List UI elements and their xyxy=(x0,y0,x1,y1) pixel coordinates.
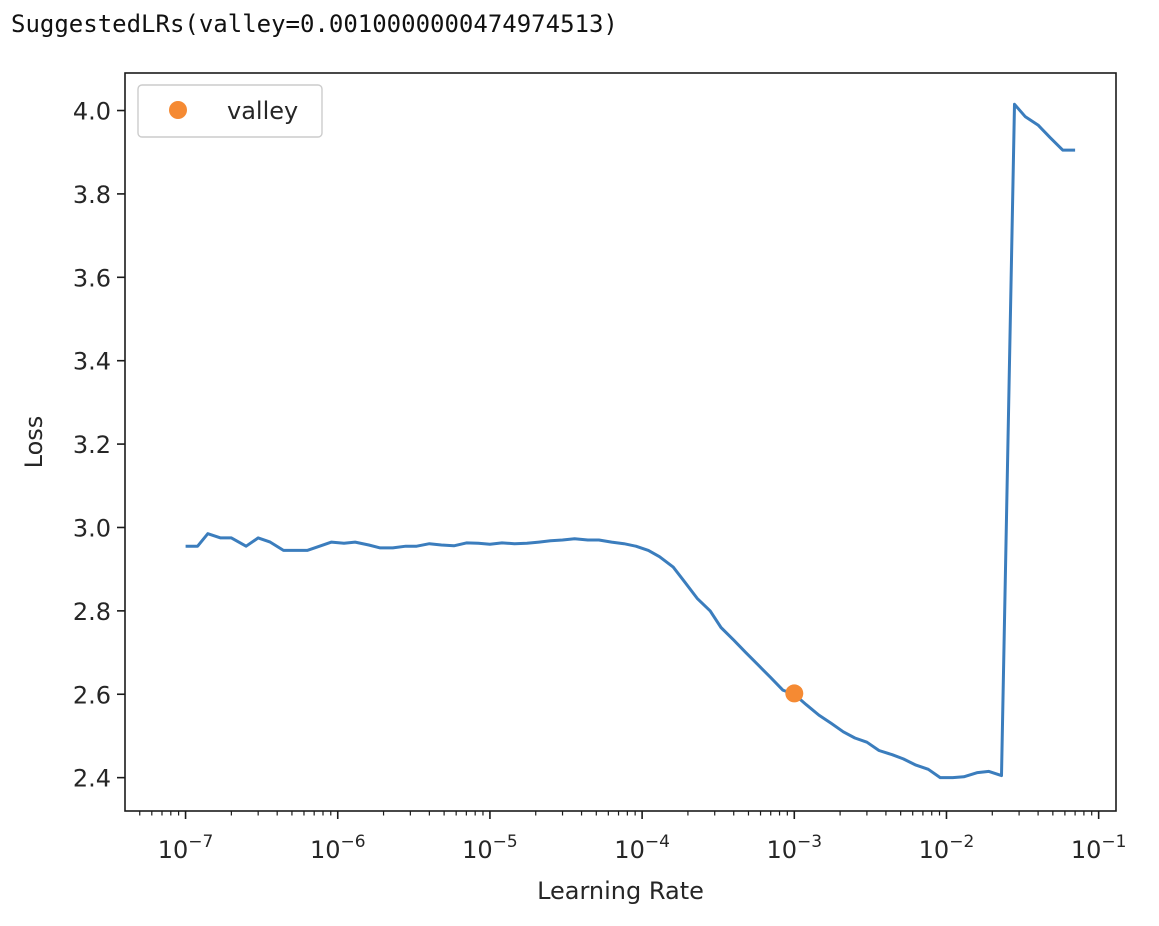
y-tick-label: 2.8 xyxy=(73,598,111,626)
y-tick-label: 3.6 xyxy=(73,264,111,292)
y-tick-label: 4.0 xyxy=(73,98,111,126)
x-tick-label: 10−2 xyxy=(919,832,975,864)
valley-marker-point xyxy=(785,684,804,703)
loss-curve-line xyxy=(185,102,1076,780)
y-tick-label: 3.0 xyxy=(73,514,111,542)
legend-box xyxy=(137,84,323,138)
plot-area xyxy=(185,102,1076,780)
x-tick-label: 10−3 xyxy=(766,832,822,864)
legend-marker-valley xyxy=(169,101,187,119)
axes-frame xyxy=(124,72,1117,812)
suggested-lrs-output: SuggestedLRs(valley=0.001000000047497451… xyxy=(11,10,618,38)
x-tick-label: 10−6 xyxy=(310,832,366,864)
y-tick-label: 3.8 xyxy=(73,181,111,209)
x-tick-label: 10−4 xyxy=(614,832,670,864)
y-tick-label: 3.4 xyxy=(73,348,111,376)
legend-label-valley: valley xyxy=(227,97,298,125)
x-tick-label: 10−7 xyxy=(158,832,214,864)
y-tick-label: 2.4 xyxy=(73,765,111,793)
y-tick-label: 3.2 xyxy=(73,431,111,459)
legend: valley xyxy=(137,84,323,138)
x-axis-ticks: 10−7 10−6 10−5 10−4 10−3 10−2 10−1 xyxy=(139,811,1127,864)
x-axis-label: Learning Rate xyxy=(537,877,704,905)
y-axis-label: Loss xyxy=(20,416,48,469)
y-axis-ticks: 2.4 2.6 2.8 3.0 3.2 3.4 3.6 3.8 4.0 xyxy=(73,98,125,793)
x-tick-label: 10−5 xyxy=(462,832,518,864)
x-tick-label: 10−1 xyxy=(1071,832,1127,864)
y-tick-label: 2.6 xyxy=(73,681,111,709)
